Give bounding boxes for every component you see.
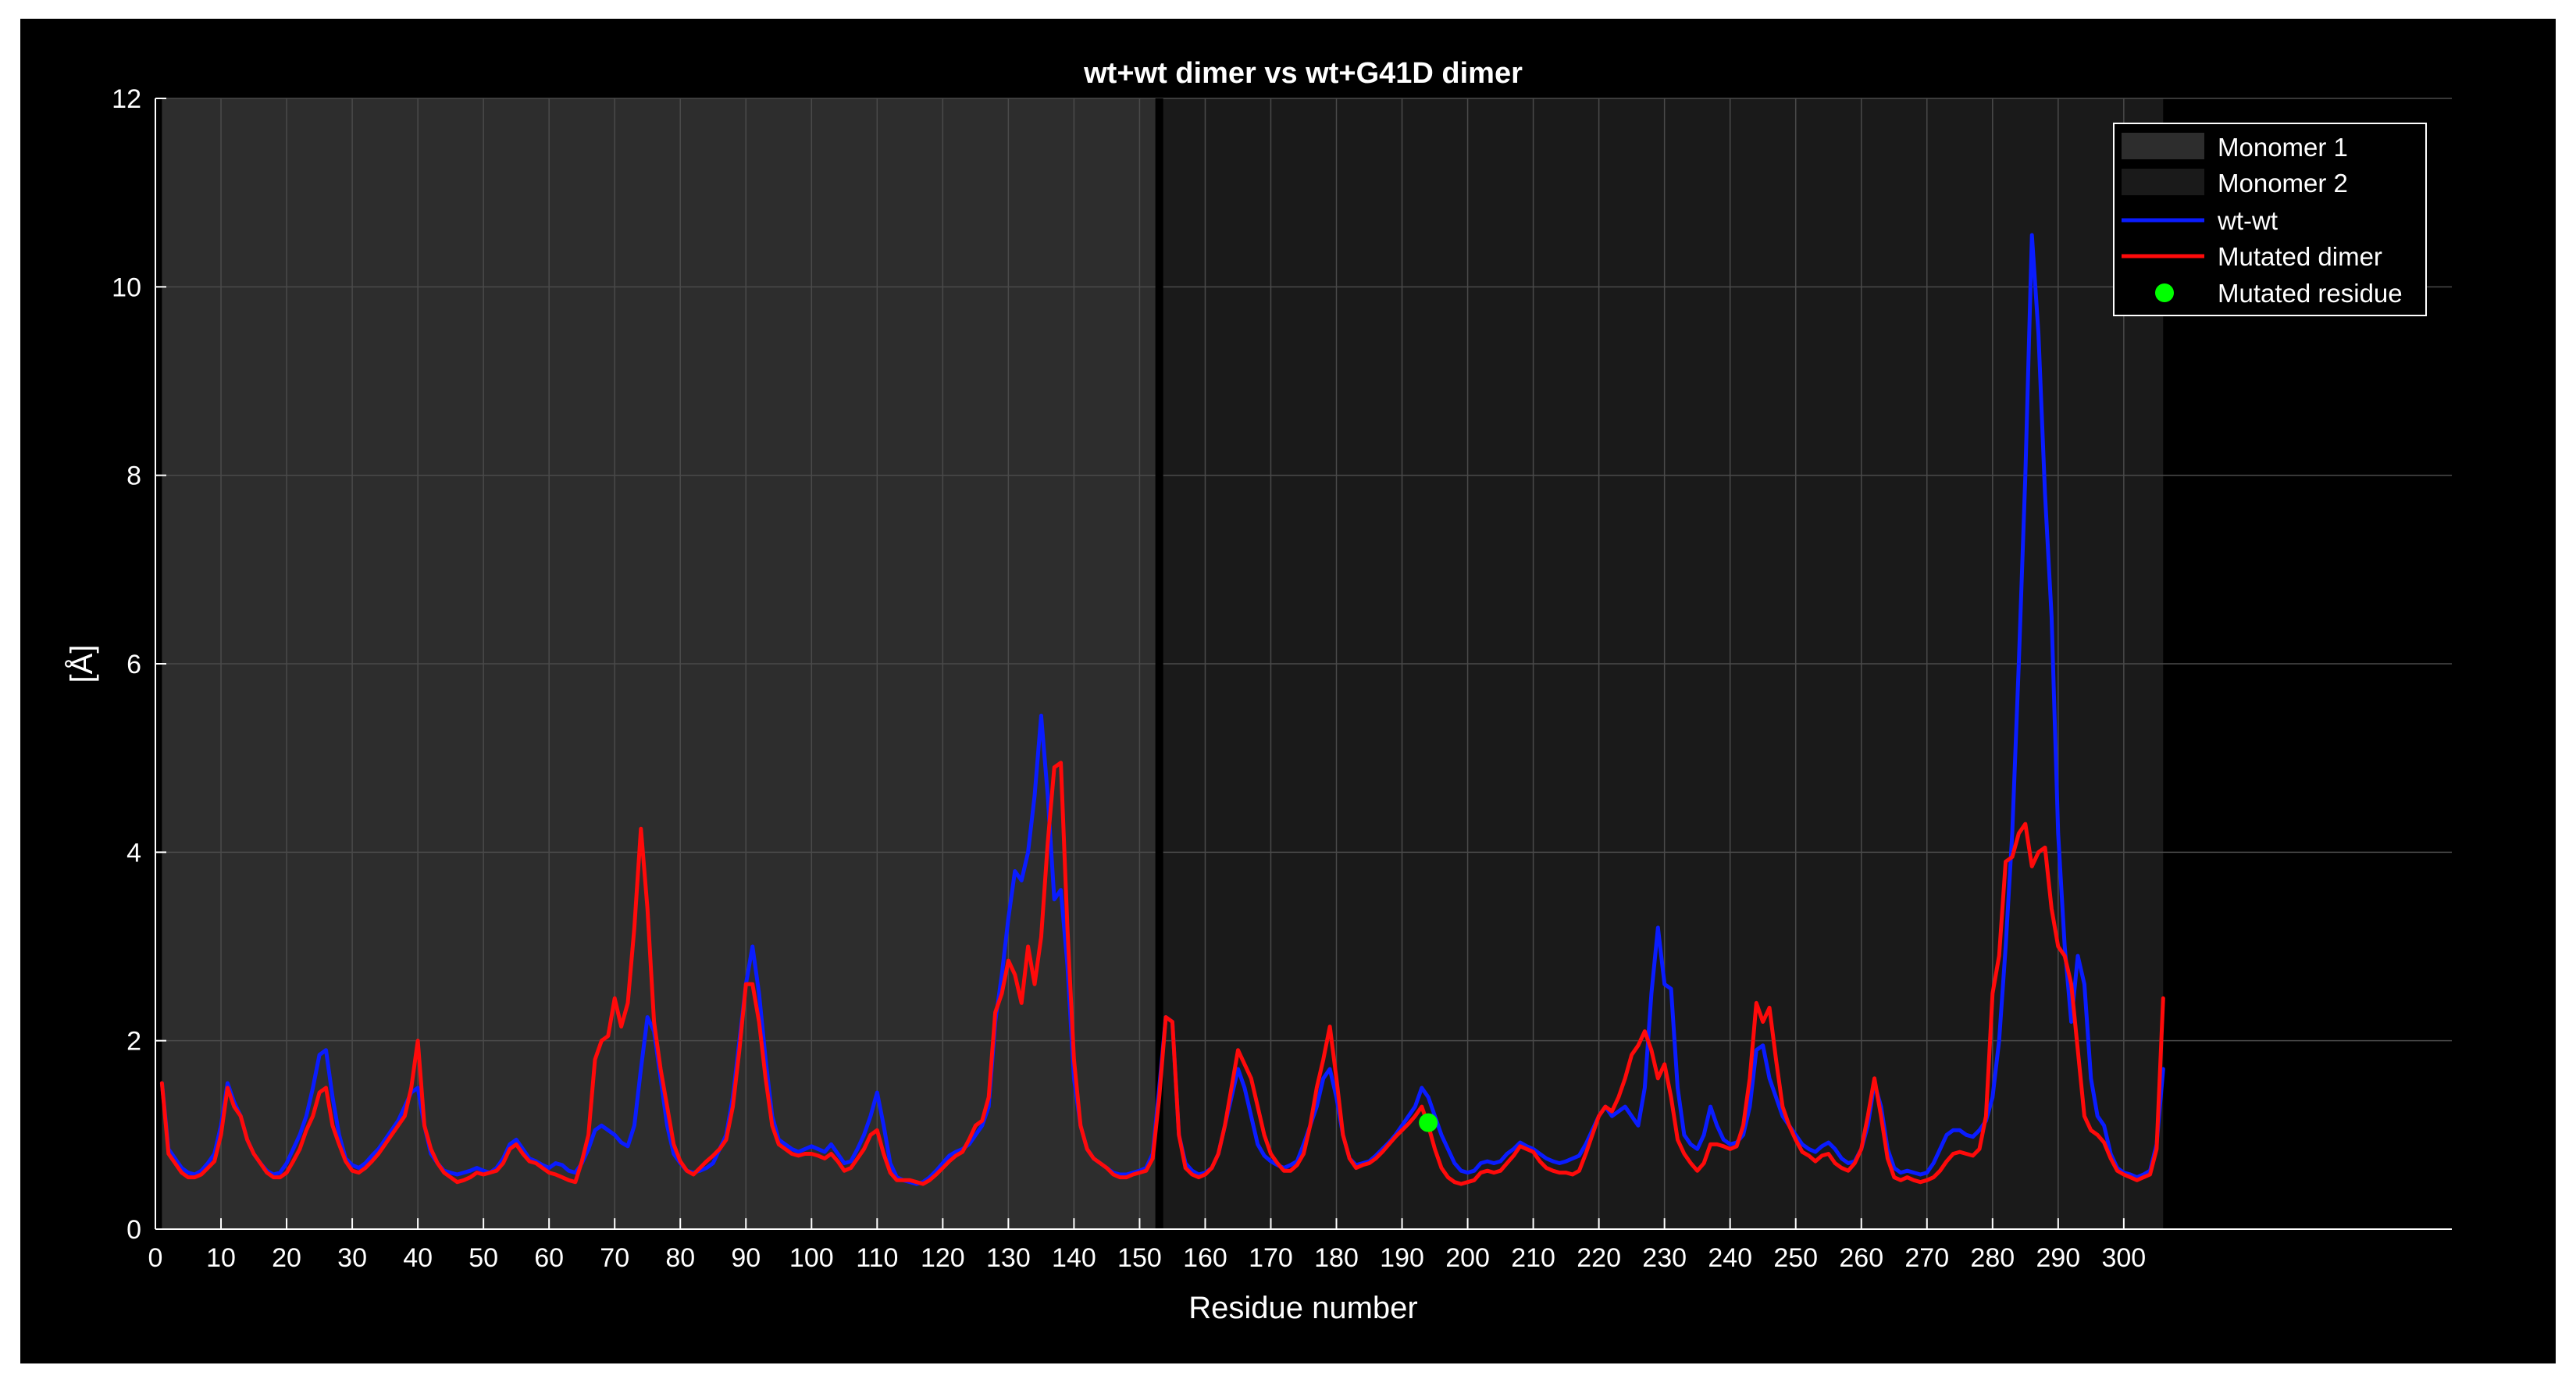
ticks-layer: 0 10 20 30 40 50 60 70 80 90 100 110 120 130 140 150 160…	[112, 84, 2146, 1273]
marker-layer	[1419, 1113, 1438, 1132]
legend-label-mutated-residue: Mutated residue	[2218, 279, 2403, 308]
x-tick-label: 260	[1839, 1243, 1883, 1273]
legend-label-monomer-2: Monomer 2	[2218, 169, 2348, 198]
x-tick-label: 90	[731, 1243, 761, 1273]
x-tick-label: 250	[1773, 1243, 1818, 1273]
x-tick-label: 20	[272, 1243, 301, 1273]
series-layer	[159, 233, 2165, 1186]
x-tick-label: 220	[1577, 1243, 1621, 1273]
x-axis-label: Residue number	[1188, 1291, 1418, 1325]
x-tick-label: 200	[1445, 1243, 1490, 1273]
x-tick-label: 70	[600, 1243, 629, 1273]
y-tick-label: 10	[112, 273, 141, 302]
x-tick-label: 230	[1642, 1243, 1687, 1273]
x-tick-label: 240	[1708, 1243, 1752, 1273]
y-tick-label: 0	[126, 1215, 141, 1245]
y-tick-label: 12	[112, 84, 141, 114]
legend-swatch-monomer-1	[2122, 133, 2204, 159]
x-tick-label: 100	[789, 1243, 834, 1273]
mutated-residue-marker	[1419, 1113, 1438, 1132]
x-tick-label: 290	[2036, 1243, 2080, 1273]
x-tick-label: 110	[856, 1243, 898, 1273]
y-tick-label: 6	[126, 650, 141, 679]
y-tick-label: 2	[126, 1027, 141, 1057]
x-tick-label: 130	[986, 1243, 1031, 1273]
chart-title: wt+wt dimer vs wt+G41D dimer	[1083, 57, 1523, 90]
x-tick-label: 170	[1249, 1243, 1293, 1273]
x-tick-label: 190	[1380, 1243, 1424, 1273]
legend: Monomer 1 Monomer 2 wt-wt Mutated dimer …	[2113, 123, 2427, 316]
legend-label-monomer-1: Monomer 1	[2218, 133, 2348, 162]
x-tick-label: 40	[403, 1243, 433, 1273]
x-tick-label: 210	[1511, 1243, 1555, 1273]
series-line-mutated-dimer	[159, 761, 2165, 1186]
y-tick-label: 4	[126, 838, 141, 868]
x-tick-label: 180	[1314, 1243, 1359, 1273]
x-tick-label: 300	[2101, 1243, 2146, 1273]
x-tick-label: 80	[665, 1243, 695, 1273]
y-axis-label: [Å]	[64, 645, 99, 683]
x-tick-label: 140	[1052, 1243, 1096, 1273]
x-tick-label: 10	[206, 1243, 236, 1273]
x-tick-label: 120	[921, 1243, 965, 1273]
x-tick-label: 0	[148, 1243, 163, 1273]
x-tick-label: 160	[1183, 1243, 1227, 1273]
x-tick-label: 30	[337, 1243, 367, 1273]
x-tick-label: 50	[469, 1243, 498, 1273]
legend-label-mutated-dimer: Mutated dimer	[2218, 242, 2382, 271]
legend-swatch-mutated-residue	[2155, 283, 2174, 302]
x-tick-label: 280	[1970, 1243, 2015, 1273]
legend-label-wt-wt: wt-wt	[2217, 206, 2278, 235]
legend-swatch-monomer-2	[2122, 169, 2204, 195]
x-tick-label: 60	[534, 1243, 564, 1273]
x-tick-label: 270	[1904, 1243, 1949, 1273]
y-tick-label: 8	[126, 462, 141, 491]
x-tick-label: 150	[1117, 1243, 1162, 1273]
